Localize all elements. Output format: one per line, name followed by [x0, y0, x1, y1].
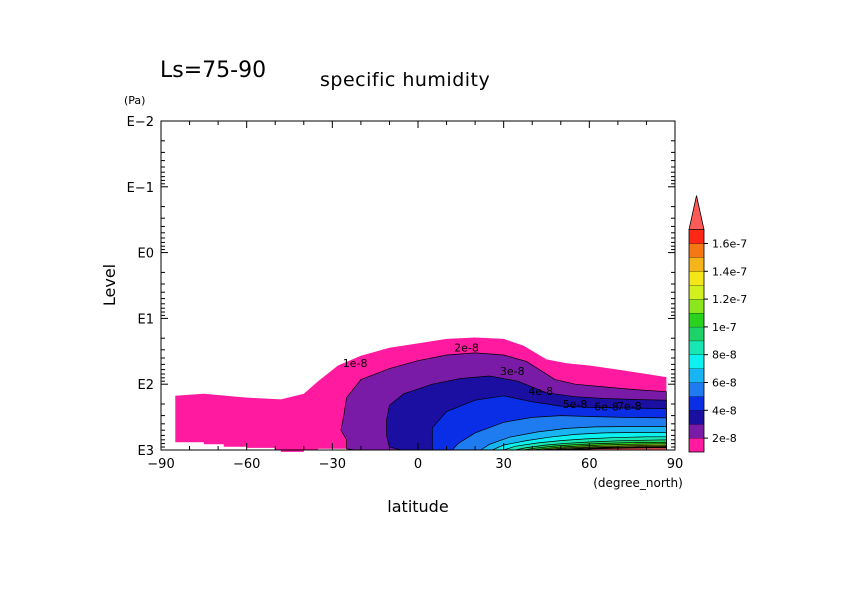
colorbar-tick-label: 4e-8	[712, 404, 737, 417]
contour-label-2: 2e-8	[454, 342, 479, 355]
y-tick-label: E0	[138, 247, 155, 262]
y-tick-label: E−1	[127, 181, 154, 196]
colorbar-segment	[689, 438, 704, 452]
colorbar-tick-label: 1.2e-7	[712, 293, 747, 306]
contour-line-3	[386, 375, 667, 451]
colorbar-segment	[689, 271, 704, 286]
x-tick-label: −60	[233, 457, 260, 472]
y-unit-label: (Pa)	[124, 94, 145, 107]
contour-label-3: 3e-8	[500, 365, 525, 378]
x-tick-label: −90	[147, 457, 174, 472]
colorbar-segment	[689, 243, 704, 258]
colorbar: 2e-8 4e-8 6e-8 8e-8 1e-7 1.2e-7 1.4e-7 1.6e-7	[688, 195, 747, 453]
contour-label-1: 1e-8	[343, 357, 368, 370]
x-tick-label: 90	[667, 457, 684, 472]
y-tick-label: E−2	[127, 115, 154, 130]
x-tick-label: −30	[319, 457, 346, 472]
colorbar-segment	[689, 257, 704, 272]
colorbar-segment	[689, 313, 704, 327]
y-tick-label: E3	[138, 444, 155, 459]
x-tick-label: 60	[581, 457, 598, 472]
colorbar-segment	[689, 410, 704, 425]
period-label: Ls=75-90	[160, 58, 266, 83]
colorbar-segment	[689, 229, 704, 244]
colorbar-tick-label: 8e-8	[712, 349, 737, 362]
x-tick-label: 30	[495, 457, 512, 472]
colorbar-segment	[689, 382, 704, 397]
colorbar-segment	[689, 396, 704, 411]
colorbar-segment	[689, 326, 704, 341]
colorbar-tick-label: 1.4e-7	[712, 265, 747, 278]
y-axis-label: Level	[100, 264, 119, 306]
contour-label-4: 4e-8	[528, 385, 553, 398]
colorbar-segment	[689, 285, 704, 300]
x-axis-label: latitude	[387, 497, 448, 516]
contour-label-6: 6e-8	[594, 400, 619, 413]
y-tick-label: E1	[138, 312, 155, 327]
y-tick-label: E2	[138, 378, 155, 393]
contour-lines	[340, 352, 667, 451]
x-tick-label: 0	[414, 457, 422, 472]
contour-fills	[175, 337, 667, 452]
colorbar-tick-label: 2e-8	[712, 432, 737, 445]
x-unit-label: (degree_north)	[593, 476, 683, 490]
contour-label-7: 7e-8	[617, 400, 642, 413]
contour-label-5: 5e-8	[563, 398, 588, 411]
chart-title: specific humidity	[320, 69, 490, 91]
colorbar-segment	[689, 340, 704, 355]
colorbar-tick-label: 6e-8	[712, 377, 737, 390]
colorbar-tick-label: 1.6e-7	[712, 238, 747, 251]
colorbar-segment	[689, 354, 704, 369]
colorbar-segment	[689, 424, 704, 439]
colorbar-segment	[689, 368, 704, 383]
contour-line-2	[340, 352, 667, 451]
colorbar-extend-arrow	[688, 195, 705, 230]
colorbar-tick-label: 1e-7	[712, 321, 737, 334]
colorbar-segment	[689, 299, 704, 313]
contour-labels: 1e-8 2e-8 3e-84e-8 5e-8 6e-87e-8	[343, 342, 642, 414]
plot-axes: −90 −60 −30 0 30 60 90 E−2 E−1 E0 E1 E2 E3	[127, 115, 684, 472]
